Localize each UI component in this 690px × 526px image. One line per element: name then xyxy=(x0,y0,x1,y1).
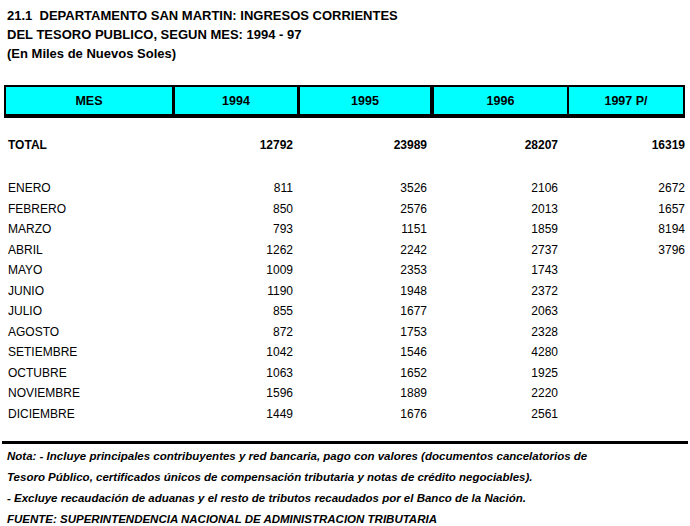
cell-value: 12792 xyxy=(173,134,298,156)
table-row: ENERO 811 3526 2106 2672 xyxy=(4,178,685,199)
table-row: JULIO 855 1677 2063 xyxy=(4,301,685,322)
row-label: OCTUBRE xyxy=(4,363,173,384)
cell-value xyxy=(567,383,685,404)
month-rows: ENERO 811 3526 2106 2672 FEBRERO 850 257… xyxy=(4,178,685,424)
table-row: DICIEMBRE 1449 1676 2561 xyxy=(4,404,685,425)
cell-value: 1009 xyxy=(173,260,298,281)
title-line-1: 21.1 DEPARTAMENTO SAN MARTIN: INGRESOS C… xyxy=(7,6,398,25)
cell-value: 2328 xyxy=(432,322,567,343)
cell-value: 1449 xyxy=(173,404,298,425)
cell-value: 1676 xyxy=(298,404,432,425)
cell-value: 1546 xyxy=(298,342,432,363)
cell-value: 2106 xyxy=(432,178,567,199)
row-label: ENERO xyxy=(4,178,173,199)
cell-value: 793 xyxy=(173,219,298,240)
cell-value: 2353 xyxy=(298,260,432,281)
cell-value: 3526 xyxy=(298,178,432,199)
cell-value: 16319 xyxy=(567,134,685,156)
row-label: JULIO xyxy=(4,301,173,322)
cell-value: 850 xyxy=(173,199,298,220)
cell-value: 1042 xyxy=(173,342,298,363)
table-row: JUNIO 1190 1948 2372 xyxy=(4,281,685,302)
table-row: ABRIL 1262 2242 2737 3796 xyxy=(4,240,685,261)
cell-value xyxy=(567,363,685,384)
cell-value: 4280 xyxy=(432,342,567,363)
cell-value: 2672 xyxy=(567,178,685,199)
cell-value: 1859 xyxy=(432,219,567,240)
cell-value: 1652 xyxy=(298,363,432,384)
row-label: NOVIEMBRE xyxy=(4,383,173,404)
cell-value xyxy=(567,404,685,425)
table-row: MAYO 1009 2353 1743 xyxy=(4,260,685,281)
cell-value: 1677 xyxy=(298,301,432,322)
row-label: DICIEMBRE xyxy=(4,404,173,425)
cell-value: 1948 xyxy=(298,281,432,302)
cell-value: 872 xyxy=(173,322,298,343)
column-header-1997: 1997 P/ xyxy=(569,87,683,114)
cell-value: 1753 xyxy=(298,322,432,343)
document-page: 21.1 DEPARTAMENTO SAN MARTIN: INGRESOS C… xyxy=(0,0,690,526)
cell-value: 1190 xyxy=(173,281,298,302)
row-label: MAYO xyxy=(4,260,173,281)
cell-value xyxy=(567,260,685,281)
cell-value: 855 xyxy=(173,301,298,322)
column-header-1994: 1994 xyxy=(175,87,300,114)
note-line-3: - Excluye recaudación de aduanas y el re… xyxy=(7,488,587,509)
row-label: AGOSTO xyxy=(4,322,173,343)
cell-value: 811 xyxy=(173,178,298,199)
cell-value xyxy=(567,322,685,343)
cell-value: 2220 xyxy=(432,383,567,404)
cell-value xyxy=(567,281,685,302)
cell-value: 23989 xyxy=(298,134,432,156)
footer-divider-line xyxy=(2,441,688,444)
column-header-1995: 1995 xyxy=(300,87,434,114)
cell-value: 2013 xyxy=(432,199,567,220)
cell-value: 1925 xyxy=(432,363,567,384)
cell-value: 1743 xyxy=(432,260,567,281)
column-header-mes: MES xyxy=(6,87,175,114)
table-row: OCTUBRE 1063 1652 1925 xyxy=(4,363,685,384)
cell-value: 8194 xyxy=(567,219,685,240)
row-label: ABRIL xyxy=(4,240,173,261)
table-row: MARZO 793 1151 1859 8194 xyxy=(4,219,685,240)
title-line-2: DEL TESORO PUBLICO, SEGUN MES: 1994 - 97 xyxy=(7,25,398,44)
note-line-1: Nota: - Incluye principales contribuyent… xyxy=(7,446,587,467)
row-label: FEBRERO xyxy=(4,199,173,220)
column-header-1996: 1996 xyxy=(434,87,569,114)
footnotes: Nota: - Incluye principales contribuyent… xyxy=(7,446,587,526)
cell-value: 2576 xyxy=(298,199,432,220)
table-row: AGOSTO 872 1753 2328 xyxy=(4,322,685,343)
cell-value: 28207 xyxy=(432,134,567,156)
table-body: TOTAL 12792 23989 28207 16319 ENERO 811 … xyxy=(4,134,685,424)
row-label: TOTAL xyxy=(4,134,173,156)
row-label: SETIEMBRE xyxy=(4,342,173,363)
source-line: FUENTE: SUPERINTENDENCIA NACIONAL DE ADM… xyxy=(7,509,587,526)
cell-value: 2372 xyxy=(432,281,567,302)
cell-value: 1889 xyxy=(298,383,432,404)
table-row: FEBRERO 850 2576 2013 1657 xyxy=(4,199,685,220)
cell-value: 2561 xyxy=(432,404,567,425)
cell-value xyxy=(567,301,685,322)
page-title: 21.1 DEPARTAMENTO SAN MARTIN: INGRESOS C… xyxy=(7,6,398,63)
cell-value: 2242 xyxy=(298,240,432,261)
cell-value: 1063 xyxy=(173,363,298,384)
row-label: JUNIO xyxy=(4,281,173,302)
cell-value: 2737 xyxy=(432,240,567,261)
title-line-3: (En Miles de Nuevos Soles) xyxy=(7,44,398,63)
cell-value xyxy=(567,342,685,363)
row-label: MARZO xyxy=(4,219,173,240)
table-row-total: TOTAL 12792 23989 28207 16319 xyxy=(4,134,685,156)
note-line-2: Tesoro Público, certificados únicos de c… xyxy=(7,467,587,488)
table-header-row: MES 1994 1995 1996 1997 P/ xyxy=(4,85,685,118)
cell-value: 2063 xyxy=(432,301,567,322)
cell-value: 3796 xyxy=(567,240,685,261)
cell-value: 1657 xyxy=(567,199,685,220)
cell-value: 1151 xyxy=(298,219,432,240)
table-row: SETIEMBRE 1042 1546 4280 xyxy=(4,342,685,363)
cell-value: 1262 xyxy=(173,240,298,261)
cell-value: 1596 xyxy=(173,383,298,404)
table-row: NOVIEMBRE 1596 1889 2220 xyxy=(4,383,685,404)
